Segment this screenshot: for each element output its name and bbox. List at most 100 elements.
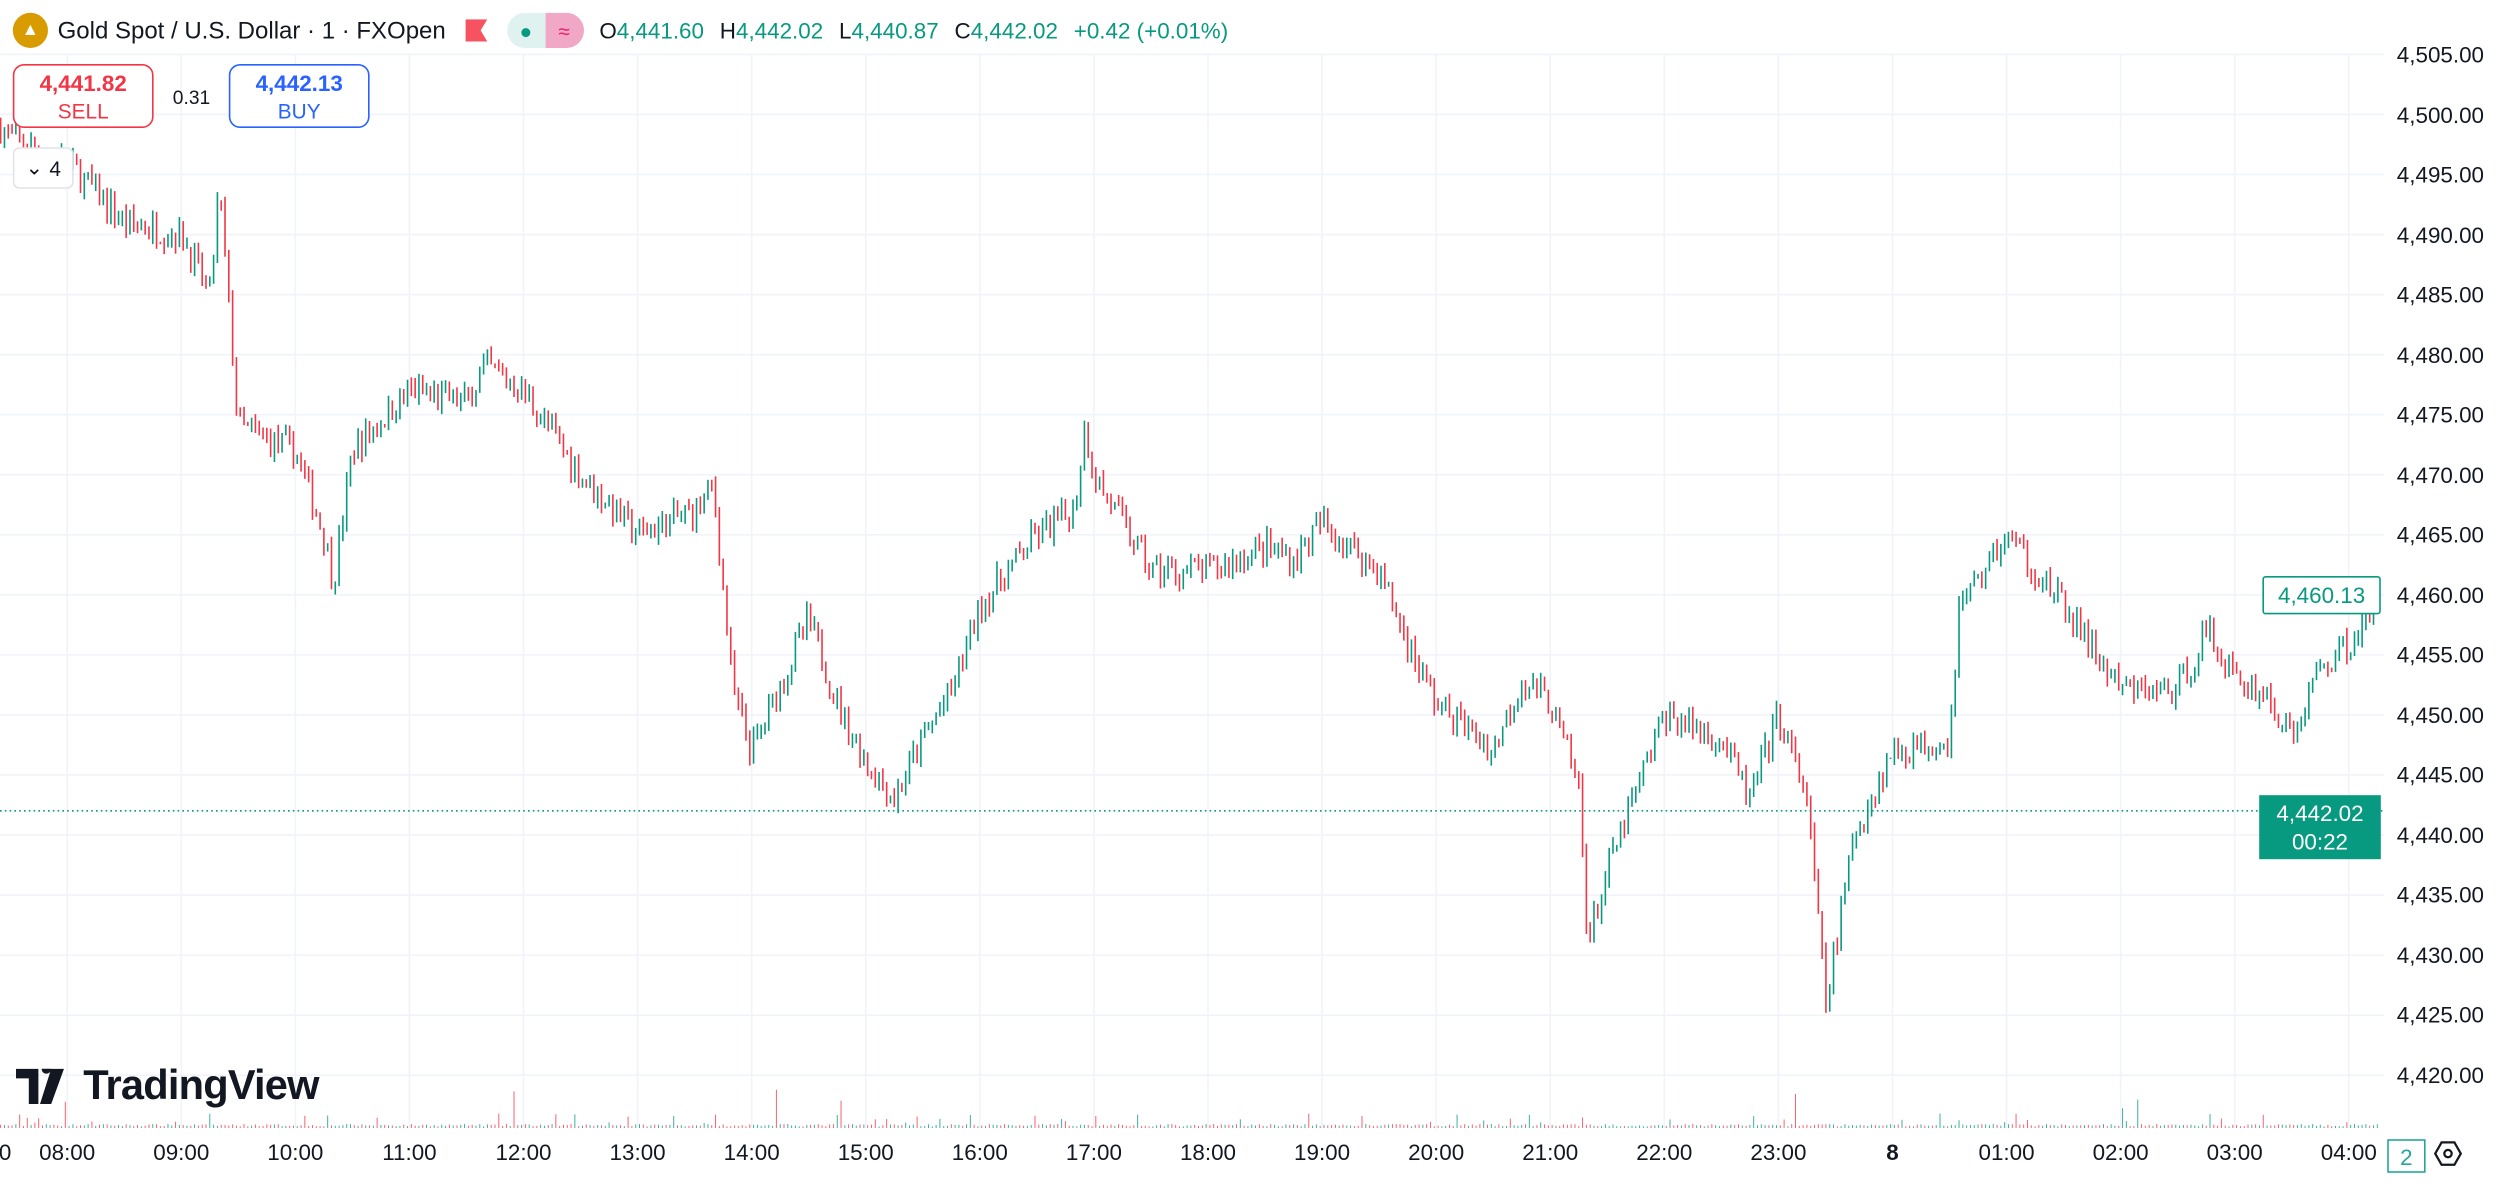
volume-bar (1692, 1124, 1694, 1128)
volume-bar (1696, 1125, 1698, 1128)
volume-bar (11, 1125, 13, 1128)
volume-bar (661, 1125, 663, 1128)
volume-bar (380, 1125, 382, 1128)
volume-bar (578, 1126, 580, 1128)
volume-bar (2369, 1125, 2371, 1128)
volume-bar (2277, 1124, 2279, 1128)
buy-button[interactable]: 4,442.13 BUY (228, 64, 370, 128)
volume-bar (1251, 1124, 1253, 1128)
volume-bar (1528, 1114, 1530, 1128)
volume-bar (882, 1125, 884, 1128)
volume-bar (125, 1124, 127, 1128)
volume-bar (2118, 1125, 2120, 1128)
volume-bar (1757, 1125, 1758, 1128)
volume-bar (2258, 1125, 2260, 1128)
volume-bar (2361, 1124, 2363, 1128)
volume-bar (2198, 1126, 2200, 1128)
volume-bar (175, 1121, 177, 1128)
volume-bar (1372, 1125, 1374, 1128)
tradingview-logo[interactable]: TradingView (16, 1060, 320, 1111)
tradingview-logo-icon (16, 1068, 65, 1104)
volume-value-badge: 2 (2387, 1139, 2426, 1173)
volume-bar (224, 1125, 226, 1128)
volume-bar (1878, 1125, 1880, 1128)
volume-bar (186, 1125, 188, 1128)
volume-bar (2141, 1124, 2143, 1128)
flag-icon[interactable] (464, 19, 488, 42)
volume-bar (924, 1126, 926, 1128)
volume-bar (1566, 1124, 1568, 1128)
volume-bar (64, 1101, 66, 1128)
sell-button[interactable]: 4,441.82 SELL (12, 64, 154, 128)
volume-bar (2026, 1119, 2028, 1128)
volume-bar (1023, 1125, 1025, 1128)
volume-bar (1148, 1126, 1150, 1128)
volume-bar (1905, 1126, 1907, 1128)
volume-bar (1217, 1125, 1218, 1128)
volume-bar (2281, 1124, 2283, 1128)
price-tick: 4,420.00 (2396, 1062, 2484, 1088)
volume-bar (821, 1125, 823, 1128)
volume-bar (1992, 1124, 1994, 1128)
volume-bar (1456, 1114, 1458, 1128)
volume-bar (133, 1125, 135, 1128)
volume-bar (844, 1125, 846, 1128)
volume-bar (1186, 1125, 1188, 1128)
gold-bars-icon: ▲ (12, 12, 49, 49)
volume-bar (346, 1124, 348, 1128)
volume-bar (22, 1126, 24, 1128)
volume-bar (1140, 1126, 1142, 1128)
volume-bar (2350, 1124, 2352, 1128)
volume-bar (235, 1125, 237, 1128)
volume-bar (220, 1124, 222, 1128)
time-tick: 16:00 (951, 1139, 1008, 1165)
volume-bar (106, 1124, 108, 1128)
symbol-title[interactable]: Gold Spot / U.S. Dollar · 1 · FXOpen (57, 16, 446, 44)
volume-bar (232, 1124, 234, 1128)
time-tick: 15:00 (837, 1139, 894, 1165)
volume-bar (2144, 1125, 2146, 1128)
market-status-pill[interactable]: ● ≈ (506, 12, 584, 49)
volume-bar (642, 1124, 644, 1128)
volume-bar (1087, 1124, 1089, 1128)
volume-bar (566, 1125, 568, 1128)
volume-bar (1384, 1124, 1386, 1128)
volume-bar (1045, 1125, 1047, 1128)
volume-bar (171, 1125, 173, 1128)
volume-bar (966, 1124, 968, 1128)
volume-bar (289, 1125, 291, 1128)
settings-icon[interactable] (2433, 1139, 2463, 1168)
volume-bar (486, 1124, 488, 1128)
volume-bar (893, 1124, 895, 1128)
volume-bar (1315, 1124, 1317, 1128)
indicators-toggle-button[interactable]: ⌄ 4 (12, 147, 74, 189)
volume-bar (2053, 1124, 2055, 1128)
volume-bar (308, 1125, 310, 1128)
tradingview-wordmark: TradingView (83, 1060, 319, 1109)
volume-bar (1506, 1126, 1507, 1128)
volume-bar (1665, 1125, 1667, 1128)
volume-bar (2160, 1125, 2162, 1128)
volume-bar (1958, 1120, 1960, 1128)
volume-bar (1338, 1125, 1340, 1128)
volume-bar (213, 1124, 215, 1128)
volume-bar (1703, 1126, 1705, 1128)
volume-bar (87, 1124, 89, 1128)
volume-bar (83, 1125, 85, 1128)
volume-bar (627, 1116, 629, 1128)
price-tick: 4,450.00 (2396, 702, 2484, 728)
volume-bar (1639, 1125, 1641, 1128)
volume-bar (1920, 1124, 1922, 1128)
volume-bar (61, 1126, 62, 1128)
volume-bar (631, 1126, 633, 1128)
volume-bar (745, 1126, 747, 1128)
volume-bar (2133, 1125, 2135, 1128)
volume-bar (2030, 1125, 2032, 1128)
volume-bar (1361, 1115, 1363, 1128)
volume-bar (1867, 1125, 1869, 1128)
volume-bar (2084, 1125, 2085, 1128)
volume-bar (1996, 1124, 1998, 1128)
volume-bar (787, 1124, 789, 1128)
volume-bar (118, 1124, 120, 1128)
